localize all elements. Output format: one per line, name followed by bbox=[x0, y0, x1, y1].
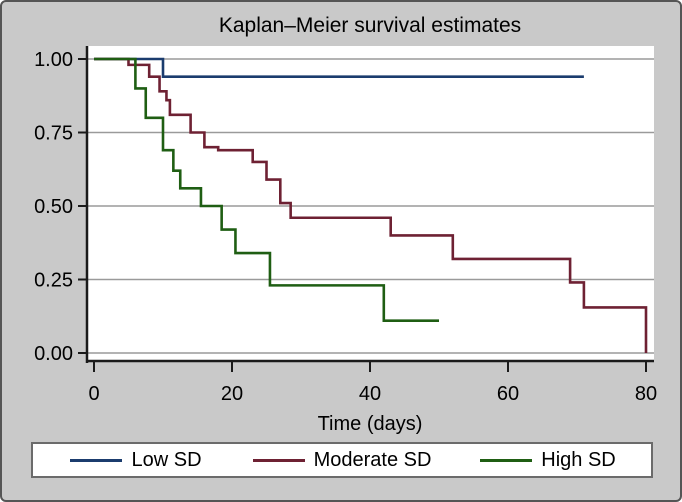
x-tick-label: 80 bbox=[635, 383, 657, 405]
legend-label-moderate-sd: Moderate SD bbox=[313, 449, 432, 471]
series-path-moderate-sd bbox=[94, 57, 648, 353]
y-tick-label: 0.50 bbox=[34, 196, 73, 218]
x-tick-label: 60 bbox=[497, 383, 519, 405]
x-axis-title: Time (days) bbox=[318, 413, 423, 435]
chart-title: Kaplan–Meier survival estimates bbox=[219, 14, 521, 37]
plot-area bbox=[87, 46, 654, 361]
plot-layers: 0.00 0.25 0.50 0.75 1.00 0 20 40 60 80 bbox=[34, 46, 657, 405]
legend-label-low-sd: Low SD bbox=[131, 449, 202, 471]
legend-swatch-low-sd-line-icon bbox=[70, 458, 123, 462]
legend-swatch-high-sd-line-icon bbox=[480, 458, 533, 462]
legend-item-high-sd: High SD bbox=[480, 449, 616, 471]
legend-swatch-moderate-sd-line-icon bbox=[252, 458, 305, 462]
legend-item-low-sd: Low SD bbox=[70, 449, 202, 471]
y-tick-label: 1.00 bbox=[34, 49, 73, 71]
y-tick-label: 0.75 bbox=[34, 123, 73, 145]
y-tick-label: 0.25 bbox=[34, 270, 73, 292]
legend: Low SD Moderate SD High SD bbox=[31, 442, 653, 478]
x-tick-label: 40 bbox=[359, 383, 381, 405]
x-tick-label: 20 bbox=[221, 383, 243, 405]
legend-item-moderate-sd: Moderate SD bbox=[252, 449, 432, 471]
legend-label-high-sd: High SD bbox=[541, 449, 616, 471]
y-tick-label: 0.00 bbox=[34, 343, 73, 365]
series-path-high-sd bbox=[94, 57, 439, 322]
x-tick-label: 0 bbox=[88, 383, 99, 405]
